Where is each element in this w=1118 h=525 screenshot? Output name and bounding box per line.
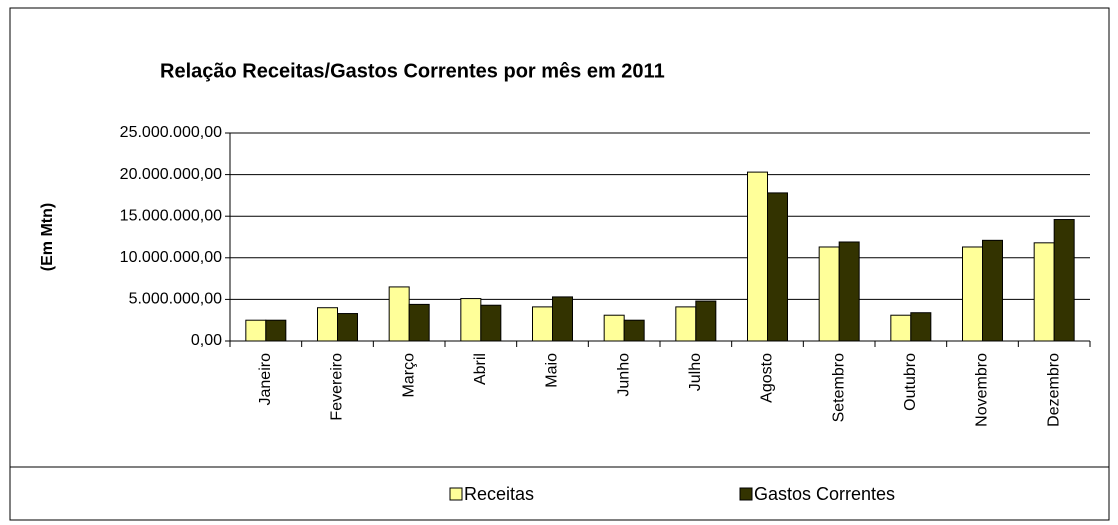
x-tick-label: Novembro [974, 353, 991, 427]
x-tick-label: Dezembro [1045, 353, 1062, 427]
bar [623, 319, 645, 342]
bar [675, 306, 697, 342]
bar [747, 171, 768, 342]
legend-swatch [449, 487, 463, 501]
x-tick-label: Setembro [830, 353, 847, 422]
bar [767, 192, 788, 342]
x-tick-label: Fevereiro [329, 353, 346, 421]
bar [890, 314, 912, 342]
bar [265, 319, 287, 342]
bar [532, 306, 553, 342]
x-tick-label: Outubro [902, 353, 919, 411]
bar [552, 296, 573, 342]
bar [838, 241, 860, 342]
bar [818, 246, 840, 342]
y-tick-label: 25.000.000,00 [120, 124, 222, 141]
bar [317, 307, 338, 342]
y-tick-label: 0,00 [191, 332, 222, 349]
bar [1033, 242, 1055, 342]
x-tick-label: Janeiro [257, 353, 274, 406]
chart-border [9, 7, 1110, 521]
legend-swatch [739, 487, 753, 501]
y-tick-label: 5.000.000,00 [129, 291, 223, 308]
bar [910, 312, 932, 342]
bar [1053, 219, 1075, 342]
bar [962, 246, 983, 342]
bar [388, 286, 410, 342]
y-tick-label: 10.000.000,00 [120, 249, 222, 266]
x-tick-label: Junho [615, 353, 632, 397]
chart-title: Relação Receitas/Gastos Correntes por mê… [160, 60, 665, 82]
bar [245, 319, 267, 342]
y-tick-label: 20.000.000,00 [120, 166, 222, 183]
legend-box [9, 466, 1110, 521]
legend-label: Gastos Correntes [754, 484, 895, 504]
bar [460, 298, 482, 342]
bar [408, 303, 430, 342]
bar [337, 313, 358, 342]
bar [603, 314, 625, 342]
x-tick-label: Maio [544, 353, 561, 388]
y-tick-label: 15.000.000,00 [120, 207, 222, 224]
bar [982, 239, 1003, 342]
bar [695, 300, 717, 342]
x-tick-label: Abril [472, 353, 489, 385]
x-tick-label: Julho [687, 353, 704, 391]
y-axis-label: (Em Mtn) [39, 203, 56, 271]
x-tick-label: Março [400, 353, 417, 398]
x-tick-label: Agosto [759, 353, 776, 403]
legend-label: Receitas [464, 484, 534, 504]
bar [480, 304, 502, 342]
